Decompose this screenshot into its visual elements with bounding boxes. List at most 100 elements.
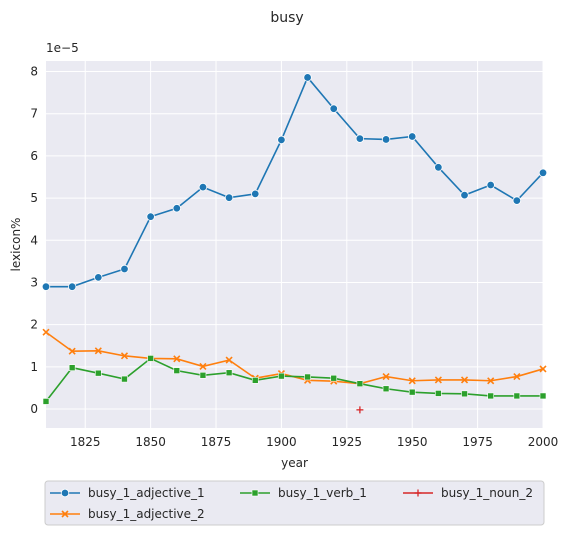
data-point-stroke	[94, 347, 102, 355]
data-point	[94, 347, 102, 355]
data-point	[147, 355, 154, 362]
data-point	[199, 371, 207, 379]
legend-box	[44, 480, 545, 526]
data-point	[173, 367, 181, 374]
data-point-stroke	[61, 510, 69, 518]
data-point-stroke	[408, 377, 416, 385]
data-point	[251, 489, 259, 497]
data-point	[538, 168, 548, 177]
data-point	[303, 73, 312, 82]
data-point-stroke	[382, 372, 390, 381]
legend-item: busy_1_adjective_1	[50, 486, 205, 500]
data-point	[408, 377, 416, 385]
x-tick-label: 1825	[70, 435, 101, 449]
data-point-stroke	[460, 376, 469, 384]
series-busy_1_noun_2	[356, 406, 364, 414]
y-tick-label: 7	[30, 107, 38, 121]
data-point-stroke	[513, 372, 521, 381]
data-point	[60, 488, 70, 498]
data-point	[355, 134, 365, 143]
data-point	[539, 392, 547, 400]
data-point	[225, 369, 233, 377]
x-tick-label: 1950	[397, 435, 428, 449]
data-point	[68, 364, 76, 371]
data-point	[408, 132, 417, 141]
data-point	[42, 398, 50, 405]
data-point-stroke	[539, 365, 547, 373]
data-point	[487, 392, 494, 400]
data-point	[61, 510, 69, 518]
legend-item: busy_1_noun_2	[403, 486, 533, 500]
y-tick-label: 5	[30, 191, 38, 205]
data-point	[251, 377, 259, 384]
y-axis-multiplier-label: 1e−5	[46, 41, 79, 55]
data-point-stroke	[173, 355, 181, 363]
y-tick-label: 2	[30, 318, 38, 332]
data-point	[513, 392, 521, 400]
data-point	[251, 189, 260, 199]
data-point	[330, 374, 338, 382]
data-point	[460, 190, 469, 200]
y-tick-label: 3	[30, 275, 38, 289]
x-tick-label: 1900	[266, 435, 297, 449]
data-point	[461, 390, 468, 398]
data-point	[356, 380, 364, 388]
data-point	[278, 372, 285, 380]
data-point-stroke	[434, 376, 442, 384]
data-point	[434, 163, 443, 172]
data-point	[513, 372, 521, 381]
series-line	[45, 357, 543, 402]
data-point	[120, 264, 129, 274]
series-line	[46, 75, 544, 288]
y-tick-label: 4	[30, 233, 38, 247]
data-point	[434, 376, 442, 384]
data-point	[94, 273, 103, 282]
data-point	[486, 180, 495, 190]
data-point	[460, 376, 469, 384]
y-tick-label: 0	[30, 402, 38, 416]
data-point-stroke	[42, 328, 50, 336]
legend-item: busy_1_verb_1	[240, 486, 367, 500]
data-point	[356, 406, 364, 414]
x-tick-label: 1875	[201, 435, 232, 449]
legend-label: busy_1_noun_2	[441, 486, 533, 500]
data-point	[304, 373, 311, 381]
x-tick-label: 2000	[528, 435, 559, 449]
x-axis-label: year	[281, 456, 308, 470]
data-point-stroke	[225, 356, 233, 364]
series-busy_1_adjective_1	[41, 73, 548, 291]
data-point	[173, 355, 181, 363]
chart-title: busy	[270, 10, 303, 26]
plot-area	[46, 61, 543, 428]
legend-label: busy_1_adjective_1	[88, 486, 205, 500]
data-point	[435, 390, 442, 397]
data-point	[487, 377, 495, 385]
data-point-stroke	[487, 377, 495, 385]
data-point	[408, 388, 416, 396]
data-point	[539, 365, 547, 373]
data-point	[42, 328, 50, 336]
data-point-stroke	[120, 352, 129, 360]
x-tick-label: 1925	[332, 435, 363, 449]
data-point	[224, 193, 234, 202]
x-tick-label: 1975	[462, 435, 493, 449]
legend-label: busy_1_verb_1	[278, 486, 367, 500]
y-tick-label: 6	[30, 149, 38, 163]
data-point	[382, 385, 390, 393]
data-point	[146, 212, 155, 221]
legend-item: busy_1_adjective_2	[50, 507, 205, 521]
data-point	[68, 347, 76, 355]
data-point	[67, 282, 77, 291]
data-point	[381, 135, 391, 144]
data-point	[277, 135, 286, 145]
data-point	[225, 356, 233, 364]
data-point	[414, 489, 422, 497]
y-axis-label: lexicon%	[9, 218, 23, 272]
data-point	[329, 104, 338, 113]
data-point	[382, 372, 390, 381]
x-tick-label: 1850	[135, 435, 166, 449]
legend-label: busy_1_adjective_2	[88, 507, 205, 521]
data-point	[95, 369, 102, 377]
data-point	[121, 375, 128, 383]
